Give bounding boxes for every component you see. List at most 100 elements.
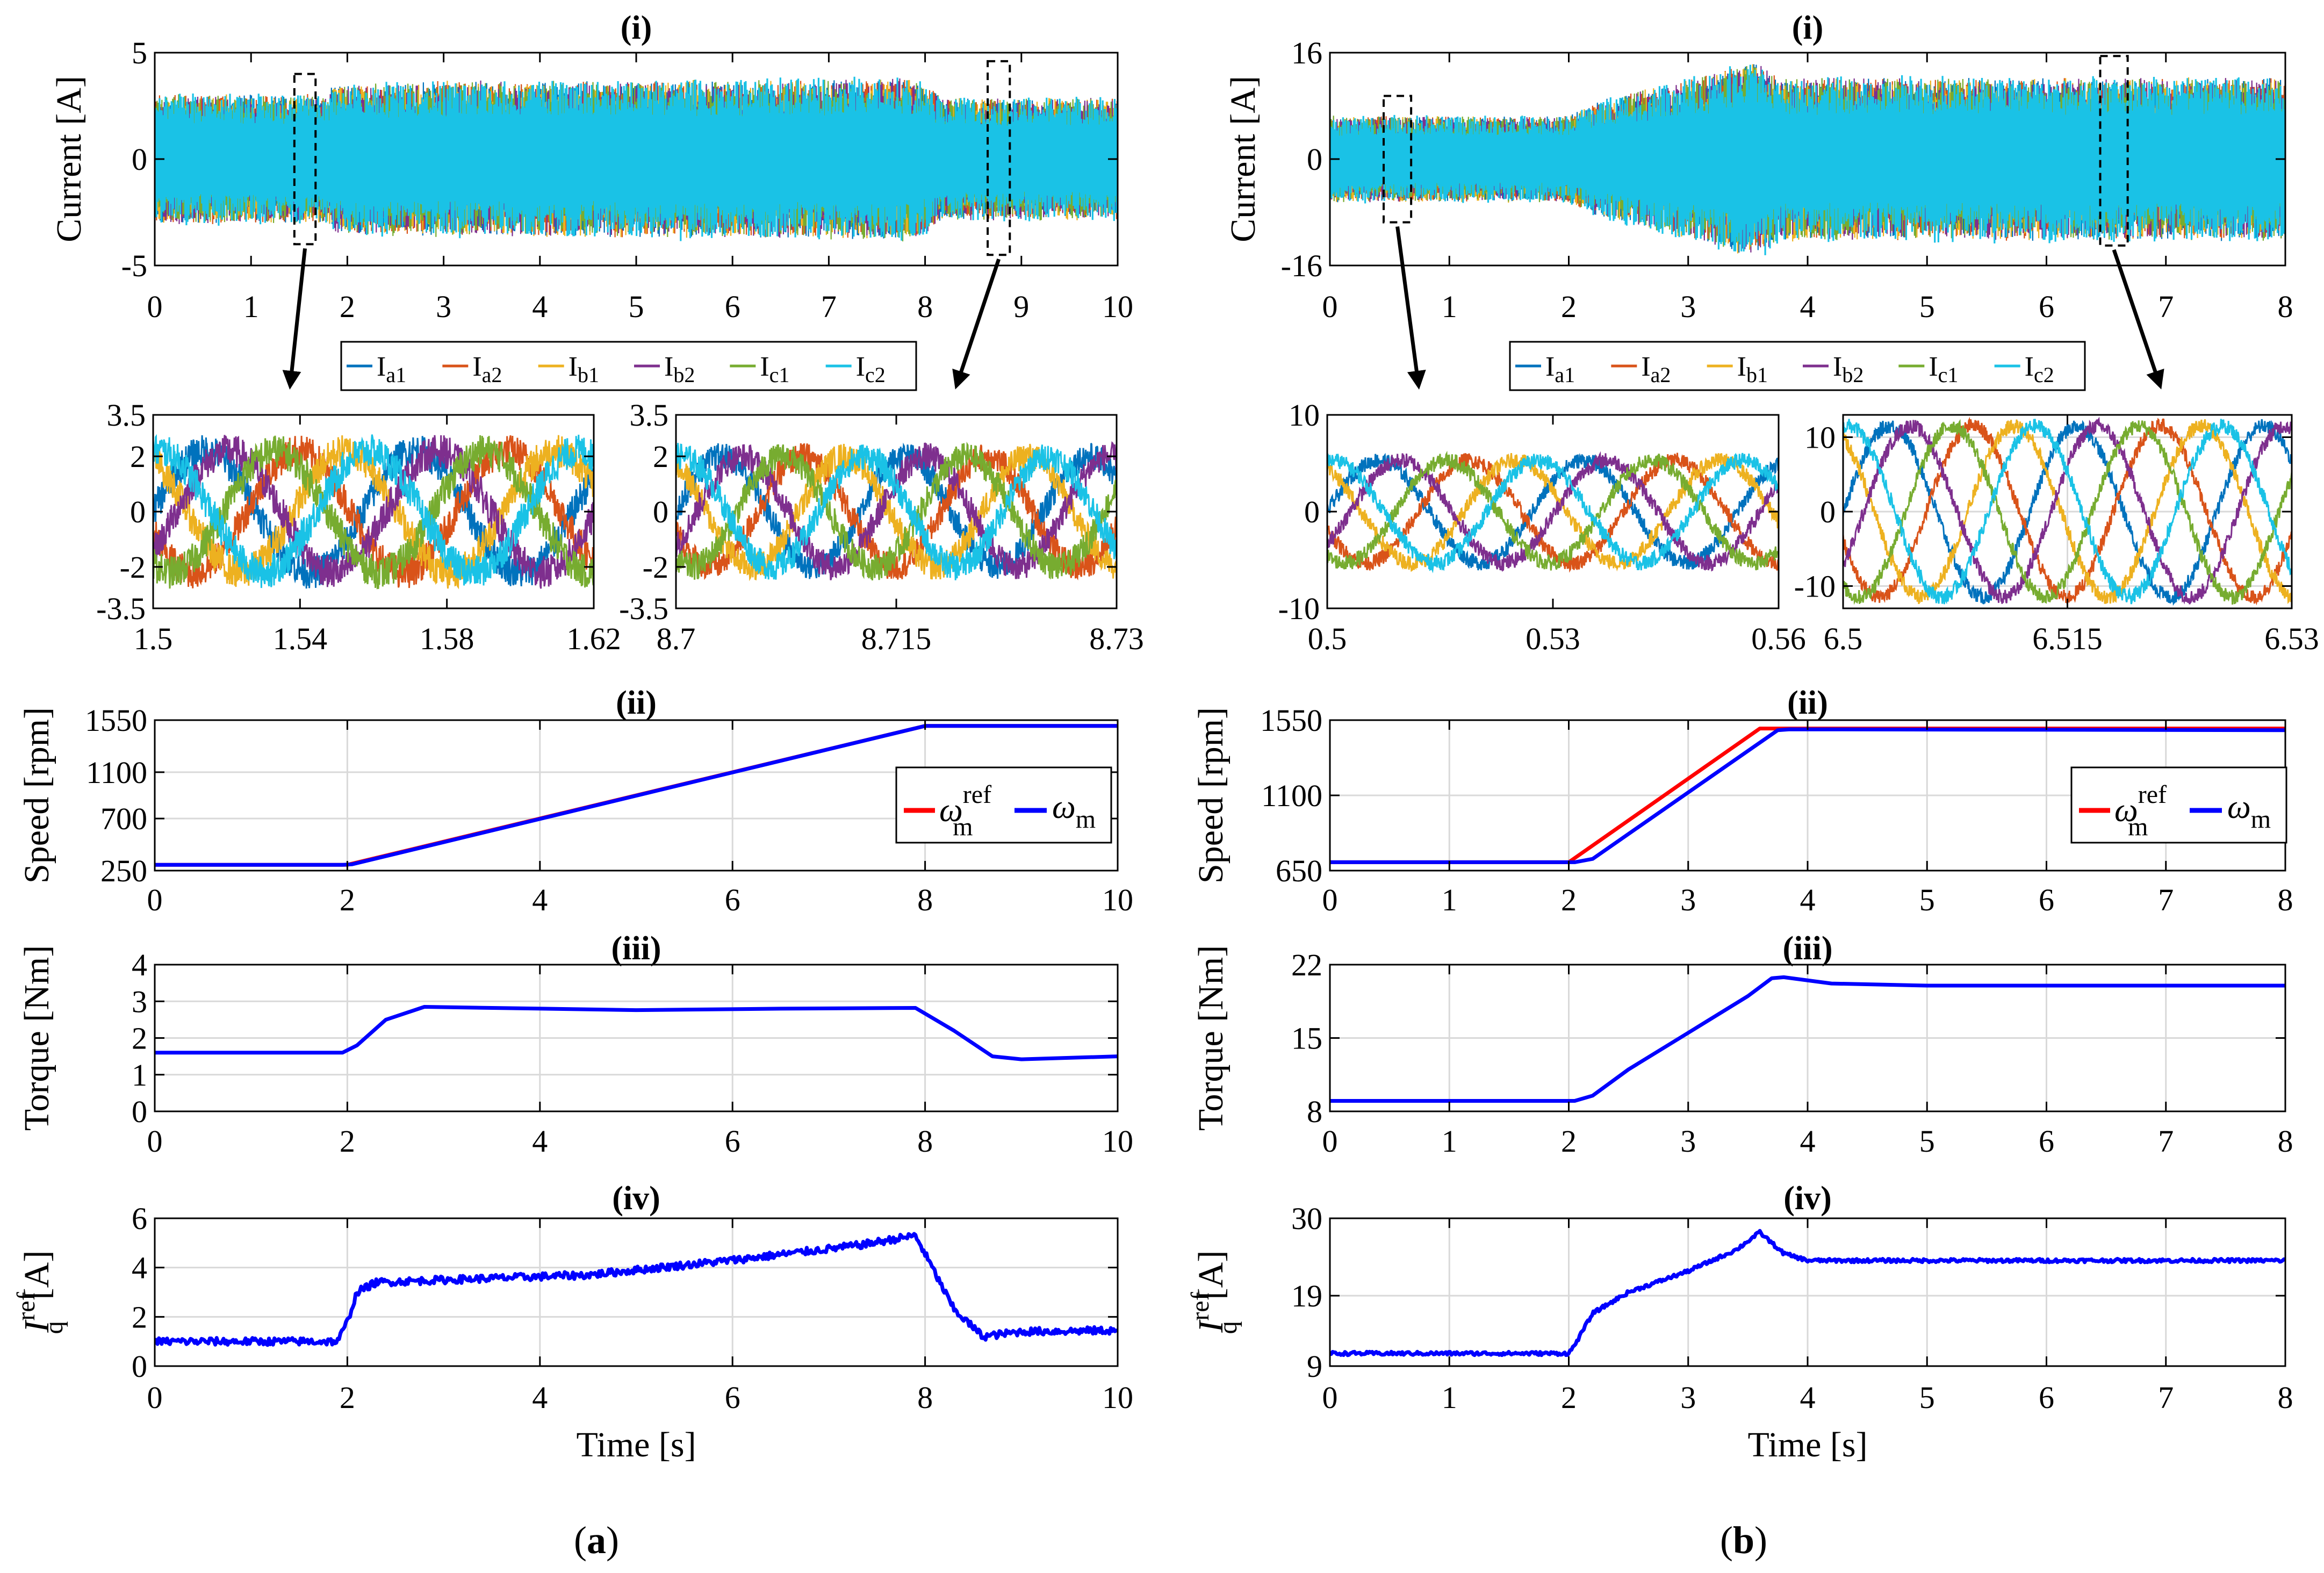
y-tick-label: 10 — [1289, 398, 1320, 433]
x-tick-label: 3 — [1680, 882, 1696, 917]
x-tick-label: 5 — [1919, 1380, 1935, 1415]
y-tick-label: 3 — [132, 984, 147, 1019]
plot-area — [155, 1218, 1118, 1366]
plot-border — [154, 52, 1119, 267]
legend-label-a1: Ia1 — [377, 351, 406, 387]
series-group — [155, 1005, 1118, 1061]
phase-legend-b: Ia1 Ia2 Ib1 Ib2 Ic1 Ic2 — [1509, 341, 2086, 391]
x-tick-label: 6 — [2039, 1124, 2054, 1159]
y-tick-label: 0 — [653, 494, 668, 529]
zoom-series-a2 — [1843, 416, 2292, 606]
current-series-c2 — [1330, 64, 2285, 255]
y-tick-label: 0 — [1304, 494, 1320, 529]
x-tick-label: 10 — [1102, 1124, 1133, 1159]
series-group — [155, 1232, 1118, 1347]
x-tick-label: 0 — [147, 1380, 163, 1415]
series-line-0 — [155, 1232, 1118, 1347]
legend-label-meas: ωm — [1052, 789, 1096, 834]
y-tick-label: -10 — [1278, 591, 1320, 626]
legend-label-ref: ωref m — [2114, 780, 2167, 841]
legend-label-b1: Ib1 — [569, 351, 599, 387]
x-tick-label: 1 — [1442, 1124, 1457, 1159]
x-tick-label: 7 — [2158, 1380, 2174, 1415]
zoom-series-c1 — [1843, 419, 2292, 605]
y-tick-label: 9 — [1307, 1349, 1322, 1384]
y-tick-label: 2 — [132, 1299, 147, 1334]
x-tick-label: 7 — [2158, 289, 2174, 324]
x-tick-label: 4 — [1800, 882, 1816, 917]
legend-label-c2: Ic2 — [856, 351, 886, 387]
y-tick-label: 650 — [1276, 853, 1322, 888]
plot-area — [676, 415, 1117, 608]
x-tick-label: 2 — [340, 1124, 355, 1159]
overlay-layer — [282, 55, 2164, 390]
zoom-series-c2 — [153, 434, 594, 588]
zoom-region-box — [2099, 55, 2129, 247]
x-tick-label: 8 — [2278, 1380, 2293, 1415]
y-tick-label: 0 — [1820, 494, 1836, 529]
series-line-0 — [1330, 975, 2285, 1103]
x-tick-label: 5 — [629, 289, 644, 324]
y-tick-label: -5 — [121, 248, 147, 283]
x-tick-label: 8 — [917, 1380, 933, 1415]
legend-box — [340, 341, 917, 391]
zoom-arrow — [1395, 226, 1426, 390]
y-tick-label: 10 — [1804, 420, 1836, 455]
x-tick-label: 8 — [2278, 882, 2293, 917]
x-tick-label: 6 — [725, 882, 740, 917]
plot-border — [154, 964, 1119, 1112]
zoom-series-c2 — [1327, 452, 1779, 573]
plot-border — [1326, 414, 1780, 609]
x-tick-label: 0 — [1322, 1124, 1338, 1159]
zoom-series-c2 — [1843, 419, 2292, 605]
x-tick-label: 10 — [1102, 1380, 1133, 1415]
y-tick-label: 2 — [132, 1021, 147, 1056]
x-tick-label: 4 — [1800, 1124, 1816, 1159]
x-tick-label: 6.5 — [1824, 621, 1863, 656]
x-tick-label: 2 — [1561, 882, 1577, 917]
series-group — [1330, 1229, 2285, 1357]
x-tick-label: 8 — [2278, 289, 2293, 324]
chart-b-iv: 0 1 2 3 4 5 6 7 8 9 19 30 (iv) Irefq[A] Time [s] — [1186, 1180, 2293, 1464]
x-tick-label: 2 — [340, 289, 355, 324]
series-group — [1330, 975, 2285, 1103]
x-tick-label: 8.715 — [861, 621, 932, 656]
x-tick-label: 10 — [1102, 289, 1133, 324]
x-tick-label: 1.54 — [273, 621, 328, 656]
series-line-0 — [1330, 1229, 2285, 1357]
x-tick-label: 4 — [1800, 1380, 1816, 1415]
y-tick-label: 8 — [1307, 1094, 1322, 1129]
legend-label-b2: Ib2 — [1833, 351, 1863, 387]
x-tick-label: 8.73 — [1089, 621, 1144, 656]
phase-legend-a: Ia1 Ia2 Ib1 Ib2 Ic1 Ic2 — [340, 341, 917, 391]
y-tick-label: 3.5 — [630, 398, 669, 433]
x-tick-label: 6.53 — [2264, 621, 2319, 656]
legend-label-a1: Ia1 — [1545, 351, 1575, 387]
series-line-1 — [1330, 727, 2285, 864]
caption-b: (b) — [1720, 1519, 1767, 1562]
zoom-series-b1 — [1327, 452, 1779, 572]
y-tick-label: 3.5 — [107, 398, 146, 433]
x-tick-label: 8.7 — [657, 621, 696, 656]
x-tick-label: 1 — [1442, 1380, 1457, 1415]
plot-border — [1329, 52, 2286, 267]
x-tick-label: 0 — [147, 1124, 163, 1159]
chart-b-z2: 6.5 6.515 6.53 -10 0 10 — [1794, 414, 2319, 656]
y-tick-label: -16 — [1281, 248, 1322, 283]
x-tick-label: 1 — [243, 289, 259, 324]
series-group — [155, 724, 1118, 867]
chart-a-iv: 0 2 4 6 8 10 0 2 4 6 (iv) Irefq[A] Time [s] — [12, 1180, 1133, 1464]
legend-a-ii: ωref m ωm — [895, 766, 1112, 844]
y-tick-label: 4 — [132, 1251, 147, 1285]
chart-title: (ii) — [616, 685, 657, 721]
x-tick-label: 6 — [2039, 882, 2054, 917]
zoom-series-c1 — [1327, 450, 1779, 571]
x-tick-label: 6 — [725, 1380, 740, 1415]
x-tick-label: 6 — [725, 289, 740, 324]
zoom-region-box — [1383, 95, 1413, 224]
series-group — [153, 434, 594, 590]
y-tick-label: 0 — [132, 1094, 147, 1129]
x-tick-label: 0 — [147, 289, 163, 324]
